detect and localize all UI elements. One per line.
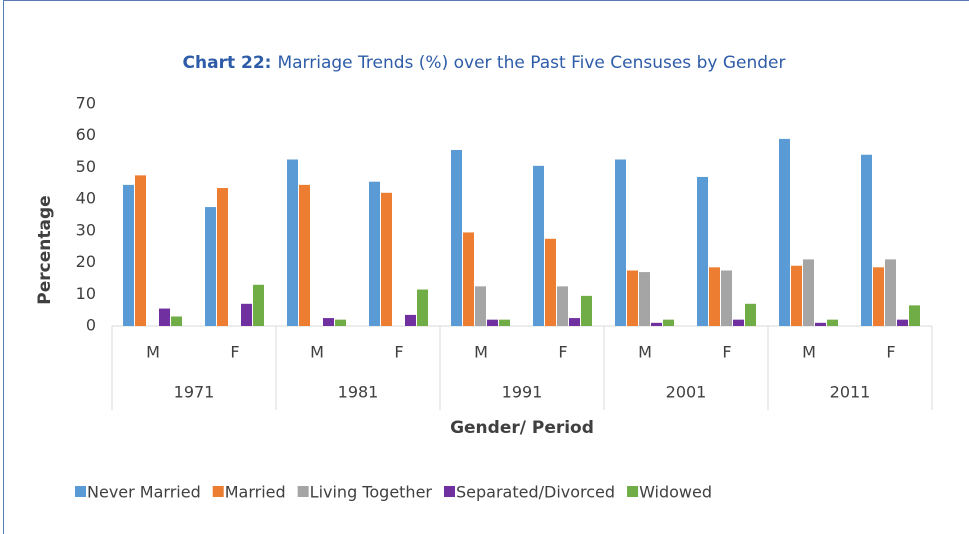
bar (779, 138, 790, 326)
chart-title: Chart 22: Marriage Trends (%) over the Pa… (183, 53, 786, 73)
bar (581, 295, 592, 326)
y-tick-label: 30 (76, 220, 96, 239)
bar (205, 207, 216, 326)
bar (499, 319, 510, 326)
bar (615, 159, 626, 326)
bar (545, 238, 556, 326)
legend-label: Never Married (87, 483, 201, 502)
legend-swatch (444, 486, 455, 497)
bar (709, 267, 720, 326)
y-tick-label: 70 (76, 94, 96, 113)
bar (639, 272, 650, 326)
group-label: 1991 (502, 383, 543, 402)
bar (873, 267, 884, 326)
y-tick-label: 10 (76, 284, 96, 303)
bar (745, 303, 756, 326)
y-tick-label: 20 (76, 252, 96, 271)
bar (335, 319, 346, 326)
bar (827, 319, 838, 326)
bar (733, 319, 744, 326)
bar (791, 265, 802, 326)
title-text: Marriage Trends (%) over the Past Five C… (277, 53, 785, 73)
bar (323, 318, 334, 326)
group-label: 1971 (174, 383, 215, 402)
bar (861, 154, 872, 326)
bar (253, 284, 264, 326)
category-label: F (394, 343, 403, 362)
bar (159, 308, 170, 326)
bar (171, 316, 182, 326)
bar (885, 259, 896, 326)
bar (381, 192, 392, 326)
bar (299, 184, 310, 326)
bar (651, 322, 662, 326)
group-label: 2001 (666, 383, 707, 402)
category-label: M (638, 343, 652, 362)
bar (475, 286, 486, 326)
category-label: F (722, 343, 731, 362)
category-label: M (474, 343, 488, 362)
group-label: 2011 (830, 383, 871, 402)
bar (451, 149, 462, 326)
bar (557, 286, 568, 326)
bar (487, 319, 498, 326)
legend-label: Married (225, 483, 286, 502)
bar (721, 270, 732, 326)
bar (417, 289, 428, 326)
bar (697, 176, 708, 326)
legend-swatch (627, 486, 639, 497)
group-label: 1981 (338, 383, 379, 402)
category-label: M (310, 343, 324, 362)
bar (463, 232, 474, 326)
bar (533, 165, 544, 326)
bar (803, 259, 814, 326)
x-axis-title: Gender/ Period (450, 418, 594, 438)
bar (123, 184, 134, 326)
legend-swatch (75, 486, 86, 497)
legend-swatch (212, 486, 224, 497)
category-label: F (886, 343, 895, 362)
bar (627, 270, 638, 326)
bar (663, 319, 674, 326)
category-label: M (146, 343, 160, 362)
category-label: F (558, 343, 567, 362)
bar (369, 181, 380, 326)
legend-label: Living Together (310, 483, 433, 502)
bar (815, 322, 826, 326)
legend-swatch (297, 486, 309, 497)
category-label: F (230, 343, 239, 362)
bar (405, 314, 416, 326)
bar (135, 175, 146, 326)
legend-label: Separated/Divorced (456, 483, 615, 502)
title-number: Chart 22: (183, 53, 272, 73)
bar (217, 188, 228, 326)
category-label: M (802, 343, 816, 362)
bar (241, 303, 252, 326)
y-axis-title: Percentage (35, 195, 55, 304)
y-tick-label: 50 (76, 157, 96, 176)
y-tick-label: 0 (86, 316, 96, 335)
chart-border (3, 0, 969, 534)
legend-label: Widowed (639, 483, 712, 502)
y-tick-label: 60 (76, 125, 96, 144)
y-tick-label: 40 (76, 189, 96, 208)
bar (569, 318, 580, 326)
bar (909, 305, 920, 326)
bar (897, 319, 908, 326)
bar (287, 159, 298, 326)
